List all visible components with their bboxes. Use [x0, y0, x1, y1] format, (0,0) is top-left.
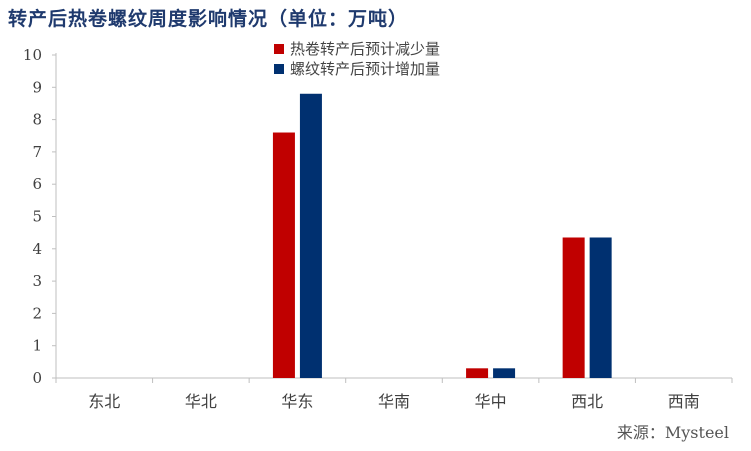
- y-tick-label: 7: [32, 143, 42, 161]
- legend-swatch-blue: [274, 63, 284, 74]
- source-note: 来源：Mysteel: [616, 423, 729, 442]
- legend-item-increase: 螺纹转产后预计增加量: [274, 58, 440, 79]
- x-tick-label: 西北: [571, 392, 603, 411]
- bar-reduction: [272, 132, 295, 378]
- bar-increase: [299, 93, 322, 378]
- bar-reduction: [562, 237, 585, 378]
- y-tick-label: 6: [32, 175, 42, 193]
- y-tick-label: 4: [32, 240, 42, 258]
- y-tick-label: 9: [32, 78, 42, 96]
- x-tick-label: 西南: [668, 392, 700, 411]
- y-tick-label: 0: [32, 369, 42, 387]
- bar-increase: [493, 368, 516, 378]
- y-tick-label: 3: [32, 272, 42, 290]
- x-tick-label: 东北: [88, 392, 120, 411]
- bar-reduction: [466, 368, 489, 378]
- x-tick-label: 华东: [281, 392, 313, 411]
- legend-swatch-red: [274, 43, 284, 54]
- y-tick-label: 1: [32, 337, 42, 355]
- y-tick-label: 8: [32, 111, 42, 129]
- legend-label-reduction: 热卷转产后预计减少量: [290, 40, 441, 58]
- chart-title: 转产后热卷螺纹周度影响情况（单位：万吨）: [8, 8, 409, 30]
- legend-item-reduction: 热卷转产后预计减少量: [274, 38, 440, 59]
- y-tick-label: 10: [23, 46, 42, 64]
- x-tick-label: 华北: [185, 392, 217, 411]
- x-tick-label: 华南: [378, 392, 410, 411]
- y-tick-label: 2: [32, 304, 42, 322]
- bar-increase: [589, 237, 612, 378]
- x-tick-label: 华中: [475, 392, 507, 411]
- y-tick-label: 5: [32, 208, 42, 226]
- legend-label-increase: 螺纹转产后预计增加量: [290, 60, 441, 78]
